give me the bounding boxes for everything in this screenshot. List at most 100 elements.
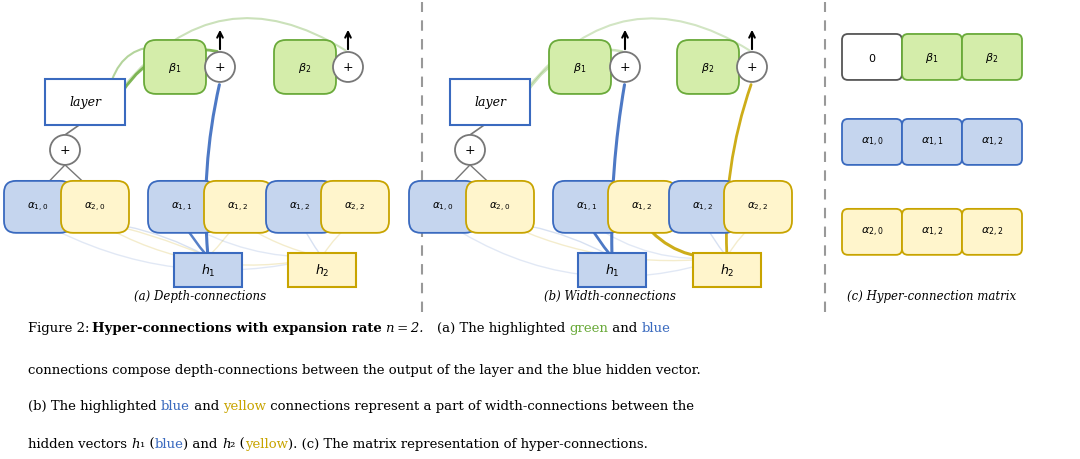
Text: blue: blue: [161, 399, 190, 412]
Text: (a) The highlighted: (a) The highlighted: [436, 321, 569, 334]
FancyBboxPatch shape: [578, 253, 646, 287]
Text: (c) Hyper-connection matrix: (c) Hyper-connection matrix: [848, 289, 1016, 302]
FancyBboxPatch shape: [962, 35, 1022, 81]
Text: layer: layer: [474, 96, 507, 109]
Text: connections compose depth-connections between the output of the layer and the bl: connections compose depth-connections be…: [28, 363, 701, 376]
Text: $\alpha_{1,1}$: $\alpha_{1,1}$: [577, 201, 597, 214]
FancyBboxPatch shape: [204, 181, 272, 233]
Text: $0$: $0$: [868, 52, 876, 64]
Text: ) and: ) and: [184, 437, 221, 450]
Text: $\alpha_{1,2}$: $\alpha_{1,2}$: [289, 201, 311, 214]
FancyArrowPatch shape: [40, 223, 320, 270]
FancyBboxPatch shape: [45, 80, 125, 126]
Text: +: +: [342, 62, 353, 74]
FancyBboxPatch shape: [266, 181, 334, 233]
FancyBboxPatch shape: [4, 181, 72, 233]
Text: $\alpha_{1,2}$: $\alpha_{1,2}$: [228, 201, 248, 214]
Text: $\alpha_{1,2}$: $\alpha_{1,2}$: [632, 201, 652, 214]
FancyBboxPatch shape: [549, 41, 611, 95]
FancyArrowPatch shape: [728, 223, 756, 255]
Text: +: +: [59, 144, 70, 157]
Circle shape: [737, 53, 767, 83]
FancyBboxPatch shape: [174, 253, 242, 287]
FancyArrowPatch shape: [589, 224, 610, 255]
FancyBboxPatch shape: [842, 35, 902, 81]
Text: layer: layer: [69, 96, 102, 109]
Text: blue: blue: [154, 437, 184, 450]
FancyArrowPatch shape: [704, 224, 726, 255]
FancyBboxPatch shape: [902, 35, 962, 81]
Text: $\beta_1$: $\beta_1$: [168, 61, 181, 75]
Text: $h_1$: $h_1$: [605, 262, 619, 278]
Text: and: and: [190, 399, 224, 412]
Text: +: +: [215, 62, 226, 74]
Circle shape: [610, 53, 640, 83]
FancyArrowPatch shape: [502, 223, 725, 261]
Text: ₂ (: ₂ (: [230, 437, 245, 450]
Text: connections represent a part of width-connections between the: connections represent a part of width-co…: [267, 399, 694, 412]
Circle shape: [333, 53, 363, 83]
FancyArrowPatch shape: [210, 224, 237, 255]
FancyArrowPatch shape: [324, 223, 353, 255]
Text: $\beta_2$: $\beta_2$: [701, 61, 715, 75]
Circle shape: [50, 135, 80, 166]
Text: ). (c) The matrix representation of hyper-connections.: ). (c) The matrix representation of hype…: [288, 437, 648, 450]
Text: +: +: [746, 62, 757, 74]
Text: h: h: [221, 437, 230, 450]
Circle shape: [205, 53, 235, 83]
FancyArrowPatch shape: [123, 19, 346, 89]
Text: $\beta_2$: $\beta_2$: [298, 61, 312, 75]
FancyBboxPatch shape: [148, 181, 216, 233]
Text: (a) Depth-connections: (a) Depth-connections: [134, 289, 266, 302]
FancyBboxPatch shape: [288, 253, 356, 287]
Text: $\alpha_{1,2}$: $\alpha_{1,2}$: [981, 136, 1003, 149]
FancyBboxPatch shape: [902, 209, 962, 255]
FancyBboxPatch shape: [450, 80, 530, 126]
FancyArrowPatch shape: [184, 224, 206, 255]
FancyArrowPatch shape: [41, 220, 205, 256]
FancyBboxPatch shape: [842, 120, 902, 166]
Text: $\alpha_{1,0}$: $\alpha_{1,0}$: [861, 136, 883, 149]
FancyArrowPatch shape: [205, 85, 219, 254]
Text: $\alpha_{2,0}$: $\alpha_{2,0}$: [489, 201, 511, 214]
Text: Figure 2:: Figure 2:: [28, 321, 92, 334]
FancyBboxPatch shape: [274, 41, 336, 95]
Text: $\alpha_{2,0}$: $\alpha_{2,0}$: [861, 226, 883, 239]
Text: yellow: yellow: [245, 437, 288, 450]
FancyArrowPatch shape: [726, 85, 751, 254]
FancyBboxPatch shape: [608, 181, 676, 233]
FancyArrowPatch shape: [97, 222, 205, 256]
Text: $\alpha_{1,1}$: $\alpha_{1,1}$: [172, 201, 192, 214]
FancyArrowPatch shape: [644, 224, 725, 258]
FancyBboxPatch shape: [669, 181, 737, 233]
Text: $\alpha_{2,2}$: $\alpha_{2,2}$: [981, 226, 1003, 239]
Text: hidden vectors: hidden vectors: [28, 437, 132, 450]
Text: $\beta_1$: $\beta_1$: [573, 61, 586, 75]
Text: $\alpha_{1,0}$: $\alpha_{1,0}$: [27, 201, 49, 214]
Text: $\alpha_{2,2}$: $\alpha_{2,2}$: [345, 201, 365, 214]
FancyArrowPatch shape: [112, 48, 162, 81]
FancyArrowPatch shape: [528, 19, 750, 89]
FancyBboxPatch shape: [409, 181, 477, 233]
FancyBboxPatch shape: [842, 209, 902, 255]
Text: $\alpha_{2,2}$: $\alpha_{2,2}$: [747, 201, 769, 214]
Text: yellow: yellow: [224, 399, 267, 412]
Text: $h_2$: $h_2$: [314, 262, 329, 278]
FancyArrowPatch shape: [611, 85, 624, 254]
FancyArrowPatch shape: [122, 50, 217, 92]
Text: $\alpha_{1,2}$: $\alpha_{1,2}$: [692, 201, 714, 214]
FancyBboxPatch shape: [144, 41, 206, 95]
FancyArrowPatch shape: [185, 223, 320, 257]
Text: ₁ (: ₁ (: [139, 437, 154, 450]
Text: $h_1$: $h_1$: [201, 262, 215, 278]
Text: $\beta_2$: $\beta_2$: [985, 51, 999, 65]
Circle shape: [455, 135, 485, 166]
Text: (b) The highlighted: (b) The highlighted: [28, 399, 161, 412]
Text: n = 2.: n = 2.: [387, 321, 436, 334]
FancyArrowPatch shape: [445, 223, 725, 277]
FancyBboxPatch shape: [902, 120, 962, 166]
Text: (b) Width-connections: (b) Width-connections: [544, 289, 676, 302]
Text: and: and: [608, 321, 642, 334]
FancyArrowPatch shape: [240, 223, 320, 257]
Text: $\alpha_{1,1}$: $\alpha_{1,1}$: [921, 136, 943, 149]
